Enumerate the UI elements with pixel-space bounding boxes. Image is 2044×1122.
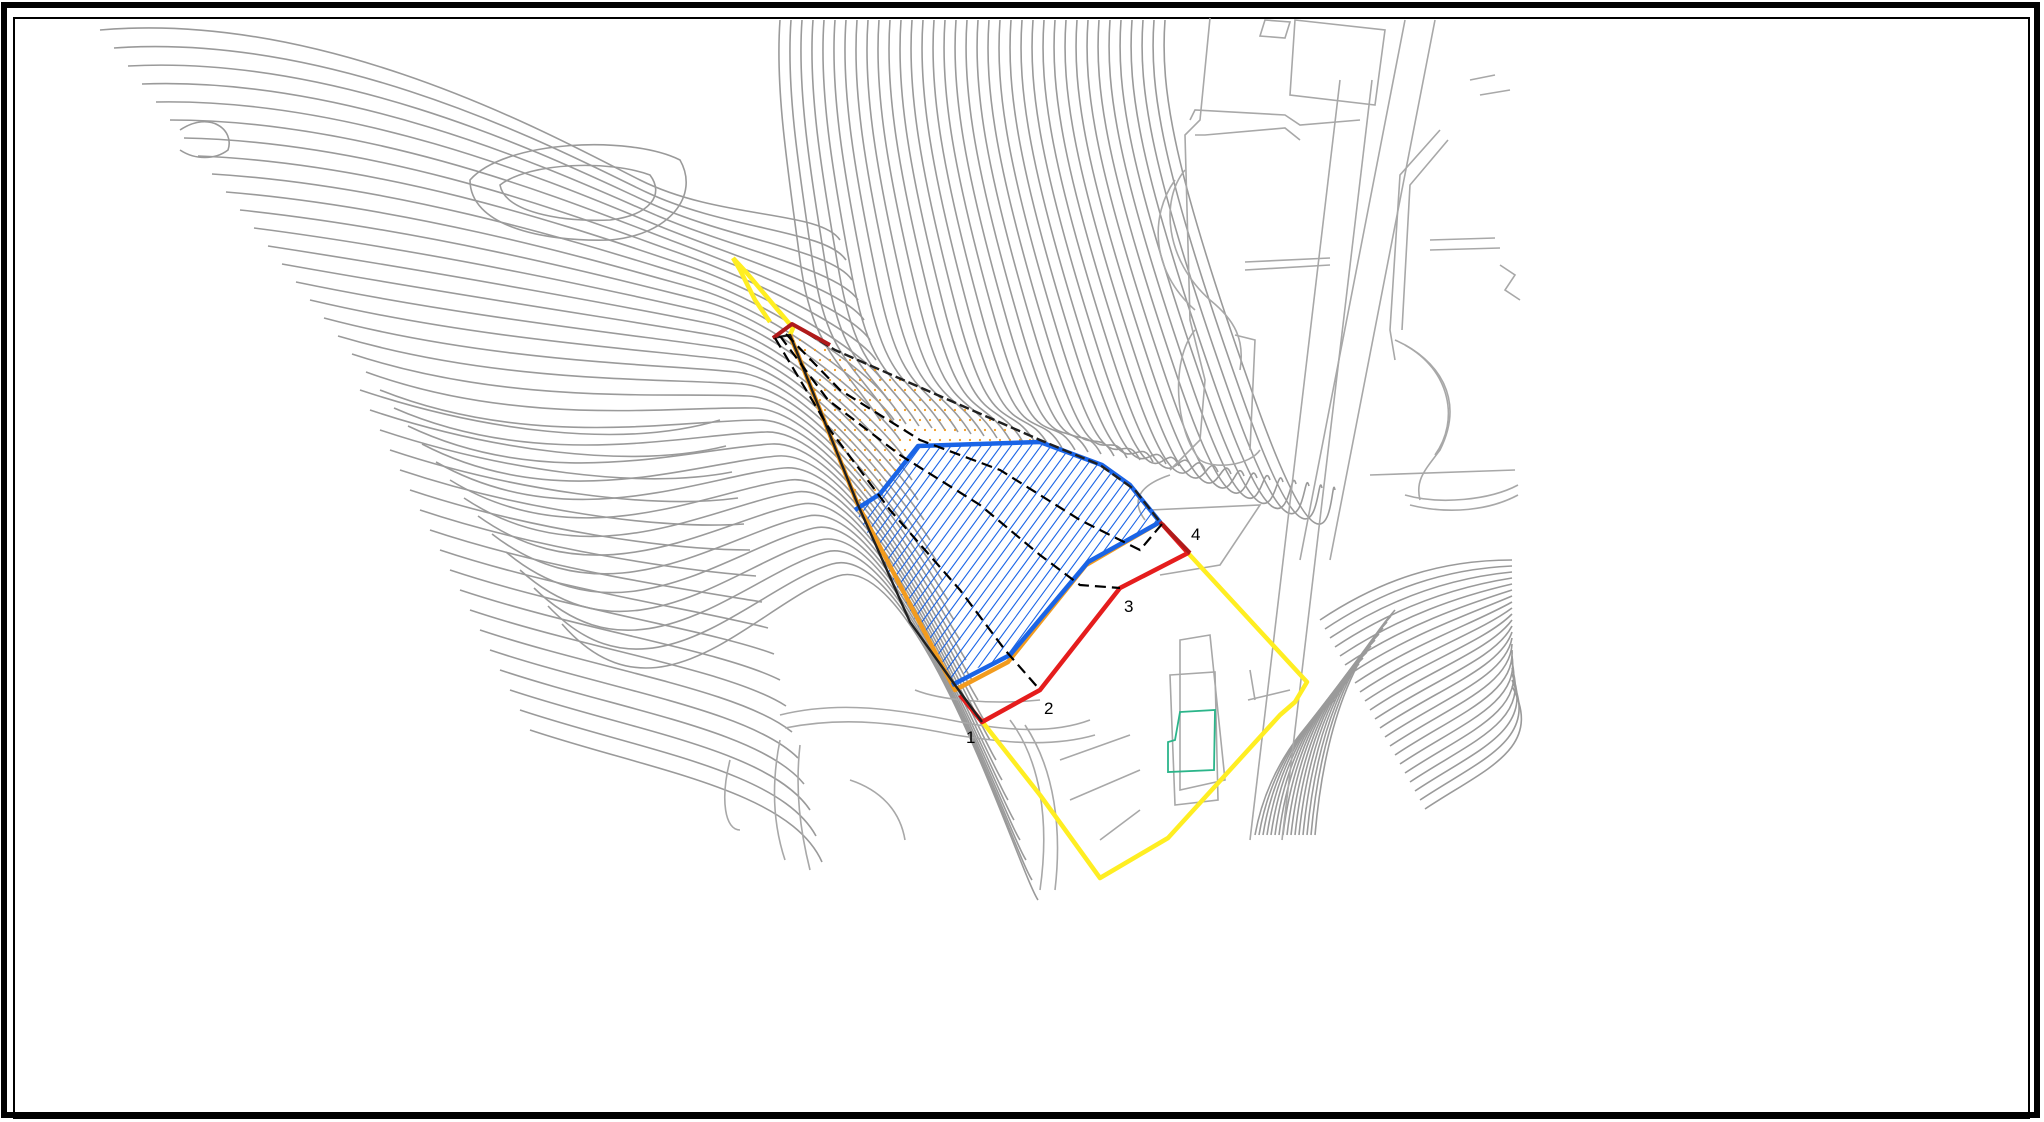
slope-outline-top-red (771, 322, 831, 347)
roads-and-buildings (724, 17, 1521, 891)
building-outline (1167, 709, 1216, 773)
point-label-2: 2 (1044, 699, 1053, 718)
danger-zone-top (1158, 520, 1192, 555)
point-label-3: 3 (1124, 597, 1133, 616)
site-boundary-top (731, 256, 772, 324)
map-frame-inner (13, 17, 2030, 1119)
point-label-4: 4 (1191, 525, 1200, 544)
point-label-1: 1 (966, 728, 975, 747)
site-boundary-line-lower (979, 551, 1310, 881)
danger-zone-line (958, 522, 1191, 725)
hilltop-contours (179, 120, 687, 241)
contour-lines (99, 19, 1523, 901)
flow-lines (774, 333, 1163, 691)
special-zone-hatch (855, 442, 1160, 680)
